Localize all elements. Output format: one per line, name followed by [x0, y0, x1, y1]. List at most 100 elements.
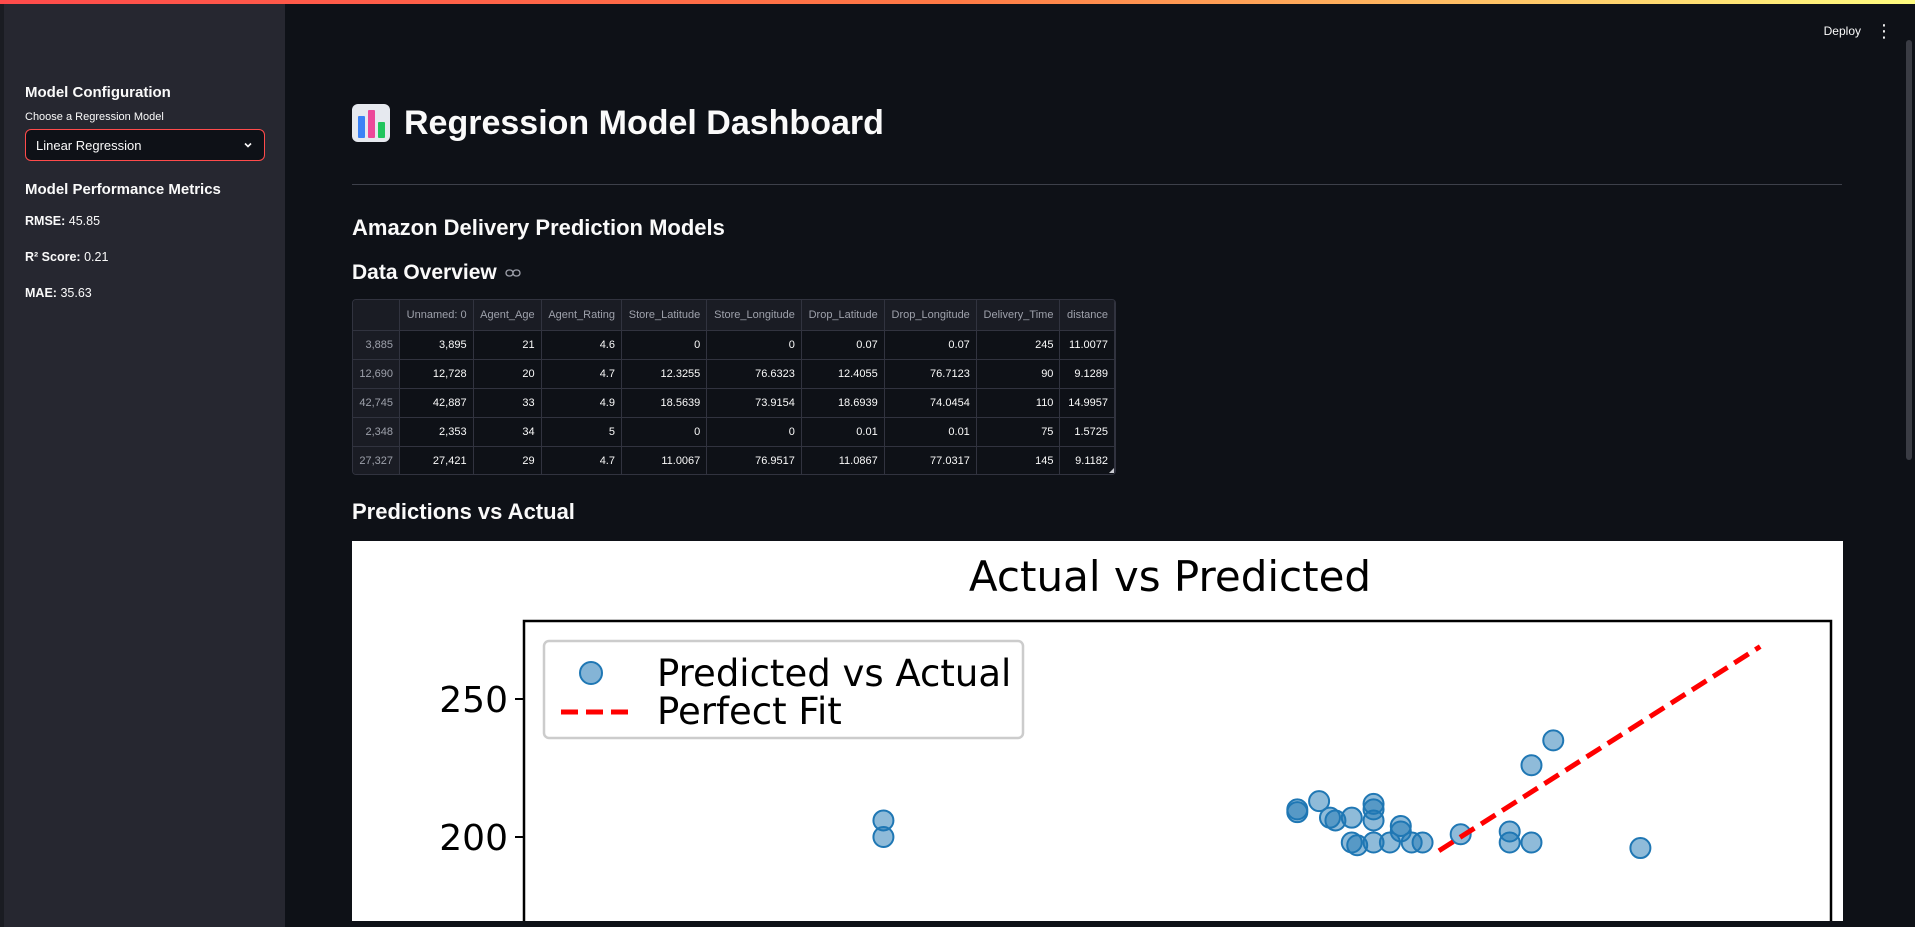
column-header[interactable]: Delivery_Time — [976, 300, 1061, 331]
metrics-title: Model Performance Metrics — [25, 181, 221, 198]
table-cell[interactable]: 18.6939 — [801, 388, 885, 418]
table-cell[interactable]: 3,895 — [399, 330, 474, 360]
row-index: 42,745 — [353, 388, 400, 418]
table-cell[interactable]: 18.5639 — [621, 388, 708, 418]
table-cell[interactable]: 75 — [976, 417, 1061, 447]
metric-rmse: RMSE: 45.85 — [25, 214, 269, 228]
table-cell[interactable]: 9.1182 — [1059, 446, 1115, 474]
table-resize-handle[interactable] — [1109, 468, 1114, 473]
column-header[interactable]: Drop_Latitude — [801, 300, 885, 331]
metric-r2-value: 0.21 — [84, 250, 109, 264]
table-cell[interactable]: 4.6 — [541, 330, 622, 360]
table-cell[interactable]: 11.0867 — [801, 446, 885, 474]
table-cell[interactable]: 33 — [473, 388, 542, 418]
table-cell[interactable]: 76.6323 — [706, 359, 802, 389]
sidebar-content: Model Configuration Choose a Regression … — [25, 84, 269, 322]
table-cell[interactable]: 20 — [473, 359, 542, 389]
table-cell[interactable]: 0.01 — [884, 417, 977, 447]
metric-rmse-label: RMSE: — [25, 214, 66, 228]
table-cell[interactable]: 21 — [473, 330, 542, 360]
table-cell[interactable]: 4.7 — [541, 359, 622, 389]
page-title-text: Regression Model Dashboard — [404, 103, 884, 142]
table-cell[interactable]: 77.0317 — [884, 446, 977, 474]
table-cell[interactable]: 4.9 — [541, 388, 622, 418]
metric-rmse-value: 45.85 — [68, 214, 101, 228]
scatter-point — [1286, 801, 1309, 824]
divider — [352, 184, 1842, 185]
row-index: 12,690 — [353, 359, 400, 389]
metric-r2-label: R² Score: — [25, 250, 81, 264]
table-cell[interactable]: 0.01 — [801, 417, 885, 447]
scatter-point — [1498, 831, 1521, 854]
table-row: 3,885 3,895 21 4.6 0 0 0.07 0.07 245 11.… — [353, 330, 1115, 360]
header-actions: Deploy ⋮ — [1823, 21, 1893, 41]
table-cell[interactable]: 0 — [706, 417, 802, 447]
link-icon[interactable] — [505, 268, 521, 278]
scrollbar[interactable] — [1906, 40, 1912, 460]
table-cell[interactable]: 145 — [976, 446, 1061, 474]
data-table[interactable]: Unnamed: 0 Agent_Age Agent_Rating Store_… — [352, 299, 1116, 475]
legend: Predicted vs Actual Perfect Fit — [542, 639, 1025, 740]
table-cell[interactable]: 9.1289 — [1059, 359, 1115, 389]
data-overview-heading: Data Overview — [352, 261, 1842, 285]
top-accent-bar — [0, 0, 1915, 4]
scatter-point — [1629, 837, 1652, 860]
table-cell[interactable]: 74.0454 — [884, 388, 977, 418]
column-header[interactable]: Agent_Rating — [541, 300, 622, 331]
table-cell[interactable]: 110 — [976, 388, 1061, 418]
table-row: 12,690 12,728 20 4.7 12.3255 76.6323 12.… — [353, 359, 1115, 389]
section-title: Amazon Delivery Prediction Models — [352, 215, 725, 240]
table-cell[interactable]: 0.07 — [801, 330, 885, 360]
column-header[interactable]: Unnamed: 0 — [399, 300, 474, 331]
table-cell[interactable]: 0 — [621, 330, 708, 360]
chart-title: Actual vs Predicted — [969, 552, 1371, 601]
table-cell[interactable]: 4.7 — [541, 446, 622, 474]
table-cell[interactable]: 90 — [976, 359, 1061, 389]
scatter-point — [1308, 790, 1331, 813]
row-index: 3,885 — [353, 330, 400, 360]
table-cell[interactable]: 14.9957 — [1059, 388, 1115, 418]
metric-mae-label: MAE: — [25, 286, 57, 300]
page-title: Regression Model Dashboard — [352, 100, 1842, 146]
perfect-fit-line — [1437, 644, 1762, 853]
model-select[interactable]: Linear Regression — [25, 129, 265, 161]
table-cell[interactable]: 12.3255 — [621, 359, 708, 389]
table-cell[interactable]: 12,728 — [399, 359, 474, 389]
column-header[interactable]: distance — [1059, 300, 1115, 331]
table-cell[interactable]: 2,353 — [399, 417, 474, 447]
model-select-value: Linear Regression — [36, 137, 142, 153]
table-row: 27,327 27,421 29 4.7 11.0067 76.9517 11.… — [353, 446, 1115, 474]
table-cell[interactable]: 11.0067 — [621, 446, 708, 474]
data-overview-text: Data Overview — [352, 261, 497, 284]
table-cell[interactable]: 5 — [541, 417, 622, 447]
column-header[interactable] — [353, 300, 400, 331]
column-header[interactable]: Store_Latitude — [621, 300, 708, 331]
table-cell[interactable]: 1.5725 — [1059, 417, 1115, 447]
table-cell[interactable]: 34 — [473, 417, 542, 447]
table-cell[interactable]: 0 — [706, 330, 802, 360]
deploy-button[interactable]: Deploy — [1823, 24, 1861, 38]
table-cell[interactable]: 12.4055 — [801, 359, 885, 389]
table-cell[interactable]: 42,887 — [399, 388, 474, 418]
column-header[interactable]: Store_Longitude — [706, 300, 802, 331]
column-header[interactable]: Drop_Longitude — [884, 300, 977, 331]
table-cell[interactable]: 0.07 — [884, 330, 977, 360]
scatter-point — [1411, 831, 1434, 854]
table-cell[interactable]: 0 — [621, 417, 708, 447]
legend-marker-scatter — [579, 661, 603, 685]
table-cell[interactable]: 245 — [976, 330, 1061, 360]
table-cell[interactable]: 76.9517 — [706, 446, 802, 474]
table-cell[interactable]: 11.0077 — [1059, 330, 1115, 360]
scatter-point — [1520, 754, 1543, 777]
row-index: 27,327 — [353, 446, 400, 474]
chevron-down-icon — [244, 142, 252, 148]
table-cell[interactable]: 27,421 — [399, 446, 474, 474]
y-tick-label: 250 — [439, 680, 508, 721]
table-cell[interactable]: 76.7123 — [884, 359, 977, 389]
metric-mae: MAE: 35.63 — [25, 286, 269, 300]
table-cell[interactable]: 29 — [473, 446, 542, 474]
kebab-menu-icon[interactable]: ⋮ — [1875, 21, 1893, 41]
legend-label-line: Perfect Fit — [657, 690, 842, 733]
column-header[interactable]: Agent_Age — [473, 300, 542, 331]
table-cell[interactable]: 73.9154 — [706, 388, 802, 418]
